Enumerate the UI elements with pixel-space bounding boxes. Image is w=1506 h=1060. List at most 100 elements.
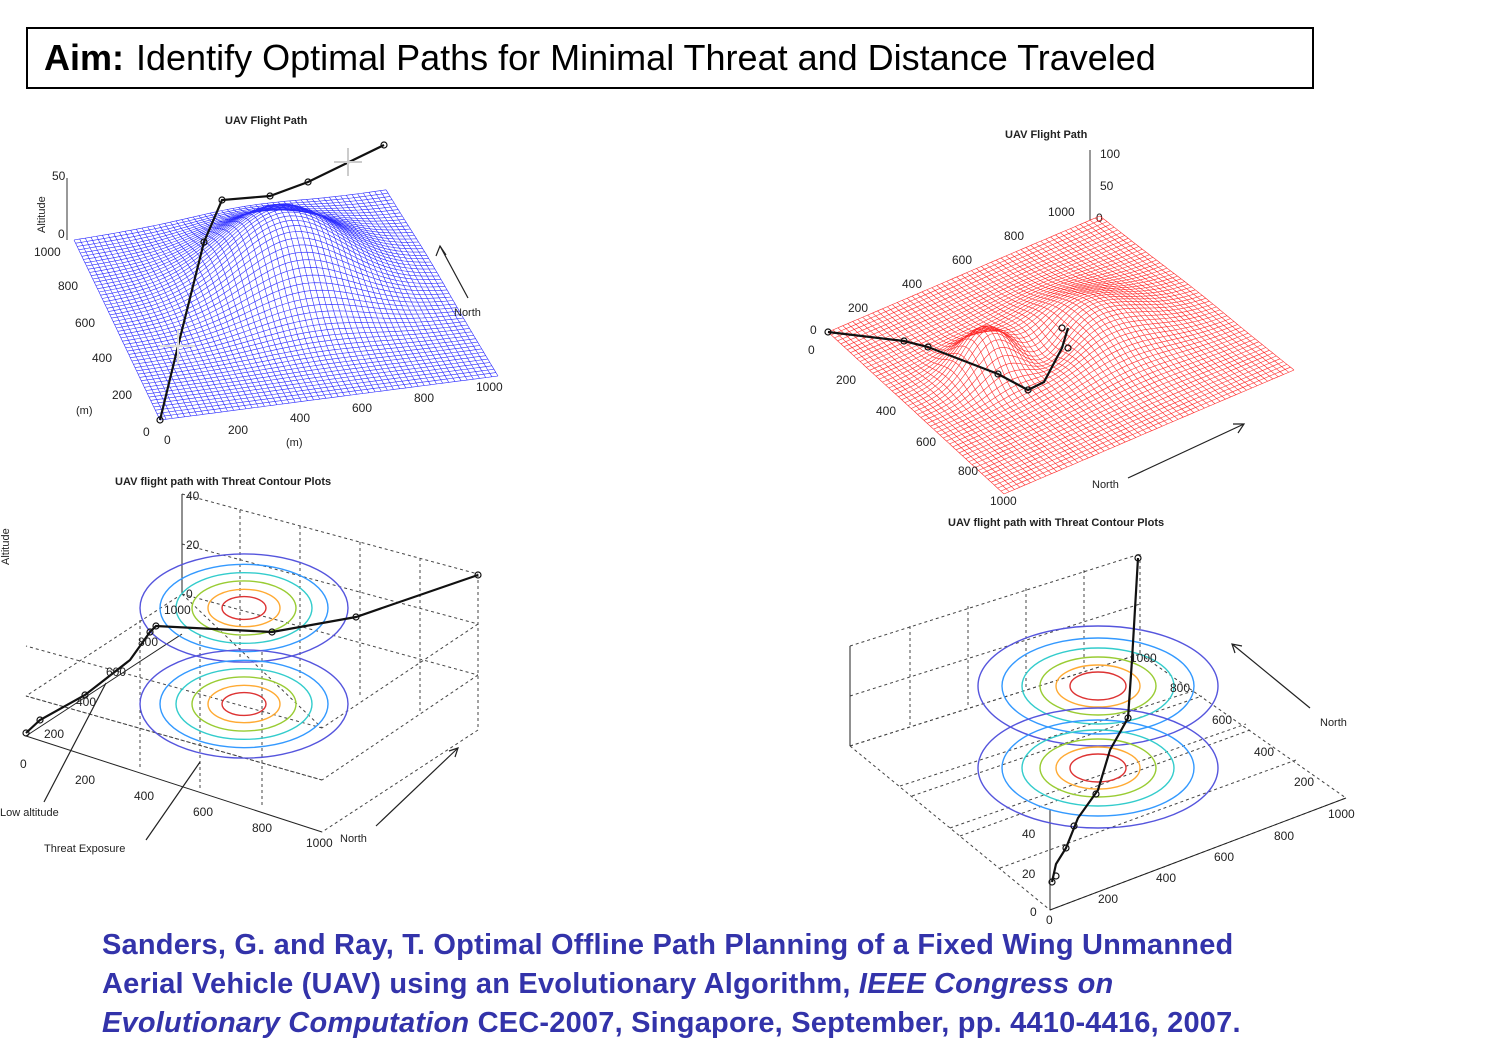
- plot-tr-ytick-3: 400: [902, 277, 922, 291]
- plot-bl: UAV flight path with Threat Contour Plot…: [0, 476, 482, 855]
- plot-tr-mesh-line: [911, 286, 1192, 409]
- plot-br-ytick-4: 200: [1294, 775, 1314, 789]
- plot-bl-contour-ring: [139, 649, 349, 759]
- plot-tl-mesh-line: [119, 259, 446, 335]
- plot-tl-mesh-line: [144, 341, 478, 388]
- plot-tr-mesh-line: [1020, 249, 1210, 407]
- plot-tl-xunit: (m): [286, 437, 303, 449]
- plot-br-xtick-0: 0: [1046, 913, 1053, 927]
- plot-tl-mesh-line: [73, 239, 161, 421]
- plot-tl-mesh-line: [363, 192, 474, 380]
- plot-tr-mesh-line: [936, 309, 1220, 433]
- plot-br-north-arrowhead: [1231, 643, 1243, 654]
- plot-tl-mesh-line: [105, 208, 427, 306]
- plot-tr: UAV Flight Path 100 50 0 1000 800 600 40…: [808, 129, 1295, 508]
- plot-tl-waypoints: [156, 141, 388, 424]
- plot-tl: UAV Flight Path Altitude 50 0 1000 800 6…: [34, 115, 503, 449]
- plot-tr-mesh-line: [911, 295, 1094, 456]
- plot-tl-mesh-line: [158, 224, 253, 409]
- plot-tr-mesh-line: [840, 226, 1115, 345]
- plot-tr-surface: [827, 215, 1295, 495]
- plot-tl-mesh-line: [380, 190, 493, 377]
- plot-tr-mesh-line: [901, 278, 1182, 400]
- plot-tr-ytick-2: 600: [952, 253, 972, 267]
- plot-tr-xtick-1: 200: [836, 373, 856, 387]
- plot-tl-surface: [73, 189, 499, 421]
- plot-br-contour-ring: [1055, 664, 1141, 708]
- plot-tl-mesh-line: [156, 368, 494, 414]
- plot-bl-contour-ring: [175, 667, 313, 741]
- plot-tr-mesh-line: [898, 275, 1178, 397]
- plot-tr-mesh-line: [986, 264, 1173, 422]
- plot-tr-xtick-5: 1000: [990, 494, 1017, 508]
- plot-tl-mesh-line: [103, 206, 425, 302]
- plot-tr-mesh-line: [956, 276, 1142, 436]
- plot-tl-mesh-line: [346, 195, 456, 382]
- plot-tr-mesh-line: [907, 284, 1189, 406]
- plot-br-title: UAV flight path with Threat Contour Plot…: [948, 517, 1164, 529]
- plot-tl-mesh-line: [127, 297, 456, 352]
- plot-tr-mesh-line: [966, 272, 1152, 431]
- plot-tl-xtick-4: 800: [414, 391, 434, 405]
- plot-tr-mesh-line: [997, 364, 1288, 489]
- plot-bl-zlabel: Altitude: [0, 528, 12, 565]
- plot-tr-mesh-line: [995, 259, 1184, 418]
- plot-tl-mesh-line: [192, 216, 290, 404]
- citation-line-2: Aerial Vehicle (UAV) using an Evolutiona…: [102, 965, 1492, 1004]
- plot-tr-mesh-line: [852, 321, 1031, 483]
- plot-tr-mesh-line: [1003, 369, 1295, 495]
- plot-tr-mesh-line: [882, 262, 1161, 383]
- plot-tr-mesh-line: [842, 325, 1021, 488]
- plot-tr-mesh-line: [991, 358, 1281, 483]
- plot-tr-mesh-line: [914, 289, 1196, 412]
- plot-tr-mesh-line: [1000, 257, 1189, 416]
- plot-tr-mesh-line: [951, 278, 1136, 438]
- plot-tr-mesh-line: [946, 281, 1131, 441]
- plot-br-ytick-3: 400: [1254, 745, 1274, 759]
- plot-tl-mesh-line: [147, 226, 241, 410]
- plot-tr-mesh-line: [863, 246, 1139, 365]
- plot-tl-mesh-line: [150, 355, 486, 401]
- plot-bl-ytick-3: 400: [76, 695, 96, 709]
- plot-tr-mesh-line: [897, 302, 1079, 463]
- plot-tr-north: North: [1092, 479, 1119, 491]
- plot-tr-mesh-line: [1000, 366, 1291, 492]
- plot-tr-mesh-line: [1035, 243, 1226, 400]
- plot-tl-mesh-line: [130, 310, 460, 358]
- plot-tr-mesh-line: [961, 274, 1147, 434]
- plot-tl-xtick-5: 1000: [476, 380, 503, 394]
- plot-tr-mesh-line: [906, 297, 1089, 459]
- plot-bl-ytick-0: 1000: [164, 603, 191, 617]
- plot-bl-contour-ring: [159, 563, 329, 653]
- plot-tr-mesh-line: [991, 261, 1179, 420]
- citation: Sanders, G. and Ray, T. Optimal Offline …: [102, 926, 1492, 1043]
- plot-bl-contour-ring: [221, 691, 267, 717]
- plot-tl-mesh-line: [204, 214, 302, 402]
- plot-tr-mesh-line: [891, 270, 1171, 392]
- plot-tr-title: UAV Flight Path: [1005, 129, 1088, 141]
- plot-tr-waypoints: [824, 324, 1072, 394]
- plot-br-xaxis: [1049, 797, 1347, 911]
- plot-tl-mesh-line: [84, 209, 401, 264]
- plot-bl-waypoints: [22, 571, 482, 737]
- plot-tl-mesh-line: [145, 345, 480, 391]
- plot-tr-mesh-line: [946, 318, 1231, 442]
- plot-tr-mesh-line: [837, 327, 1015, 490]
- plot-tr-mesh-line: [1075, 226, 1268, 382]
- plot-tr-mesh-line: [827, 331, 1005, 495]
- plot-tr-mesh-line: [866, 248, 1143, 368]
- plot-tr-mesh-line: [853, 238, 1129, 356]
- plot-tr-ytick-1: 800: [1004, 229, 1024, 243]
- citation-line-1: Sanders, G. and Ray, T. Optimal Offline …: [102, 929, 1234, 961]
- plot-tl-mesh-line: [170, 221, 265, 407]
- plot-bl-ytick-4: 200: [44, 727, 64, 741]
- plot-tl-mesh-line: [113, 233, 204, 415]
- plot-br-path: [1050, 557, 1140, 883]
- plot-tr-ytick-0: 1000: [1048, 205, 1075, 219]
- citation-line-3a: Evolutionary Computation: [102, 1007, 470, 1039]
- plot-tr-mesh-line: [843, 229, 1118, 347]
- plot-tr-mesh-line: [832, 329, 1010, 492]
- plot-tr-mesh-line: [927, 300, 1210, 424]
- plot-tr-mesh-line: [1050, 236, 1242, 393]
- plot-tl-mesh-line: [334, 196, 443, 384]
